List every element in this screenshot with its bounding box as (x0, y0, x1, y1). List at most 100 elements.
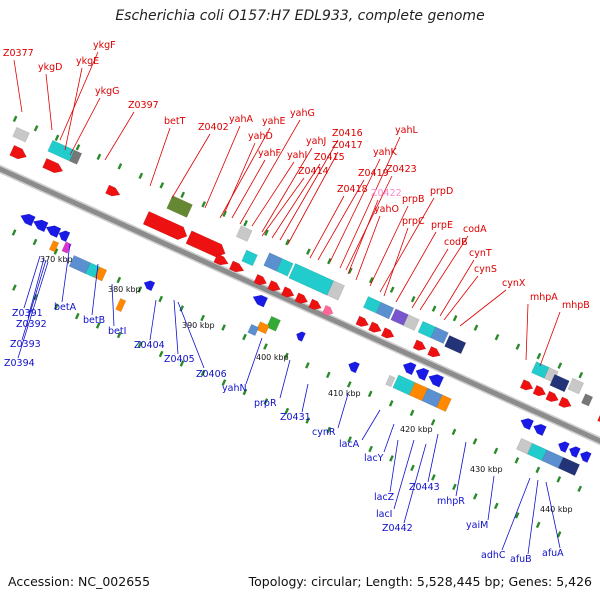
forward-gene-label: Z0414 (298, 166, 329, 177)
scale-label: 430 kbp (470, 465, 503, 474)
gene-box (549, 374, 570, 393)
leader-line (61, 243, 71, 303)
scale-labels: 370 kbp 380 kbp 390 kbp 400 kbp 410 kbp 420 k… (40, 255, 573, 514)
leader-line (204, 125, 241, 209)
tick-dot (327, 257, 332, 265)
leader-line (539, 311, 561, 367)
tick-dot (451, 428, 457, 436)
tick-dot (452, 483, 457, 491)
leader-line (64, 67, 83, 151)
forward-gene-label: Z0417 (332, 140, 363, 151)
gene-box (541, 449, 564, 469)
gene-arrow (545, 390, 559, 403)
reverse-gene-label: Z0404 (134, 340, 165, 351)
tick-dot (557, 362, 563, 369)
reverse-gene-label: Z0392 (16, 319, 47, 330)
forward-gene-label: prpC (402, 216, 425, 227)
gene-box (94, 266, 108, 282)
tick-dot (515, 343, 521, 350)
tick-dot (137, 341, 143, 348)
tick-dot (536, 352, 542, 360)
tick-dot (514, 512, 520, 519)
tick-dot (472, 493, 478, 500)
leader-line (411, 248, 449, 309)
reverse-gene-label: lacI (376, 509, 393, 520)
forward-gene-label: Z0419 (358, 168, 389, 179)
forward-gene-label: Z0377 (3, 48, 34, 59)
tick-dot (368, 445, 373, 453)
gene-arrow (253, 273, 268, 286)
gene-arrow (412, 339, 427, 351)
genome-backbone (0, 164, 600, 446)
reverse-gene-label: betB (83, 315, 105, 326)
forward-gene-label: ykgD (38, 62, 62, 73)
scale-label: 380 kbp (108, 285, 141, 294)
leader-line (171, 133, 211, 199)
leader-line (339, 136, 401, 269)
tick-dot (494, 333, 500, 341)
gene-box (581, 393, 594, 407)
reverse-gene-label: Z0406 (196, 369, 227, 380)
gene-arrow (42, 158, 64, 174)
leader-line (45, 73, 53, 131)
gene-arrow (321, 304, 334, 316)
forward-gene-label: yahI (287, 150, 307, 161)
gene-box (288, 263, 334, 296)
gene-box (115, 298, 127, 313)
tick-dot (577, 485, 583, 493)
forward-gene-label: codB (444, 237, 468, 248)
reverse-gene-label: lacY (364, 453, 384, 464)
gene-box (266, 315, 281, 332)
gene-arrow (252, 294, 269, 308)
gene-box (235, 225, 253, 242)
tick-dot (11, 229, 17, 236)
scale-label: 390 kbp (182, 321, 215, 330)
gene-box (166, 195, 193, 218)
leader-line (525, 303, 529, 361)
gene-box (12, 126, 30, 143)
tick-dot (285, 238, 290, 246)
leader-line (439, 259, 475, 317)
tick-dot (431, 305, 437, 312)
scale-label: 420 kbp (400, 425, 433, 434)
gene-box (444, 335, 467, 355)
leader-line (427, 433, 439, 483)
tick-dots (11, 115, 584, 538)
leader-line (69, 97, 101, 156)
tick-dot (452, 314, 458, 322)
leader-line (455, 441, 467, 497)
forward-gene-label: prpB (402, 194, 424, 205)
tick-dot (493, 502, 499, 510)
tick-dot (430, 419, 436, 426)
tick-dot (137, 286, 143, 293)
leader-line (279, 139, 339, 241)
tick-dot (326, 426, 332, 434)
leader-line (347, 199, 379, 275)
gene-arrow (143, 280, 156, 292)
gene-arrow (280, 286, 295, 298)
leader-line (287, 151, 339, 245)
gene-arrow (228, 260, 245, 273)
reverse-gene-label: Z0393 (10, 339, 41, 350)
leader-line (219, 127, 271, 219)
tick-dot (200, 369, 206, 377)
tick-dot (431, 474, 436, 481)
forward-gene-label: yahD (248, 131, 273, 142)
forward-gene-label: codA (463, 224, 487, 235)
tick-dot (158, 295, 164, 303)
gene-arrow (58, 230, 71, 243)
gene-box (408, 381, 429, 402)
tick-dot (473, 324, 479, 331)
gene-box (375, 301, 395, 320)
gene-arrow (368, 321, 382, 333)
reverse-gene-label: Z0443 (409, 482, 440, 493)
tick-dot (201, 201, 207, 208)
tick-dot (578, 371, 584, 379)
leader-line (104, 111, 135, 161)
tick-dot (179, 305, 185, 312)
gene-box (326, 280, 345, 301)
forward-gene-label: Z0415 (314, 152, 345, 163)
reverse-gene-label: yaiM (466, 520, 488, 531)
tick-dot (221, 324, 226, 331)
gene-arrow (380, 327, 395, 339)
